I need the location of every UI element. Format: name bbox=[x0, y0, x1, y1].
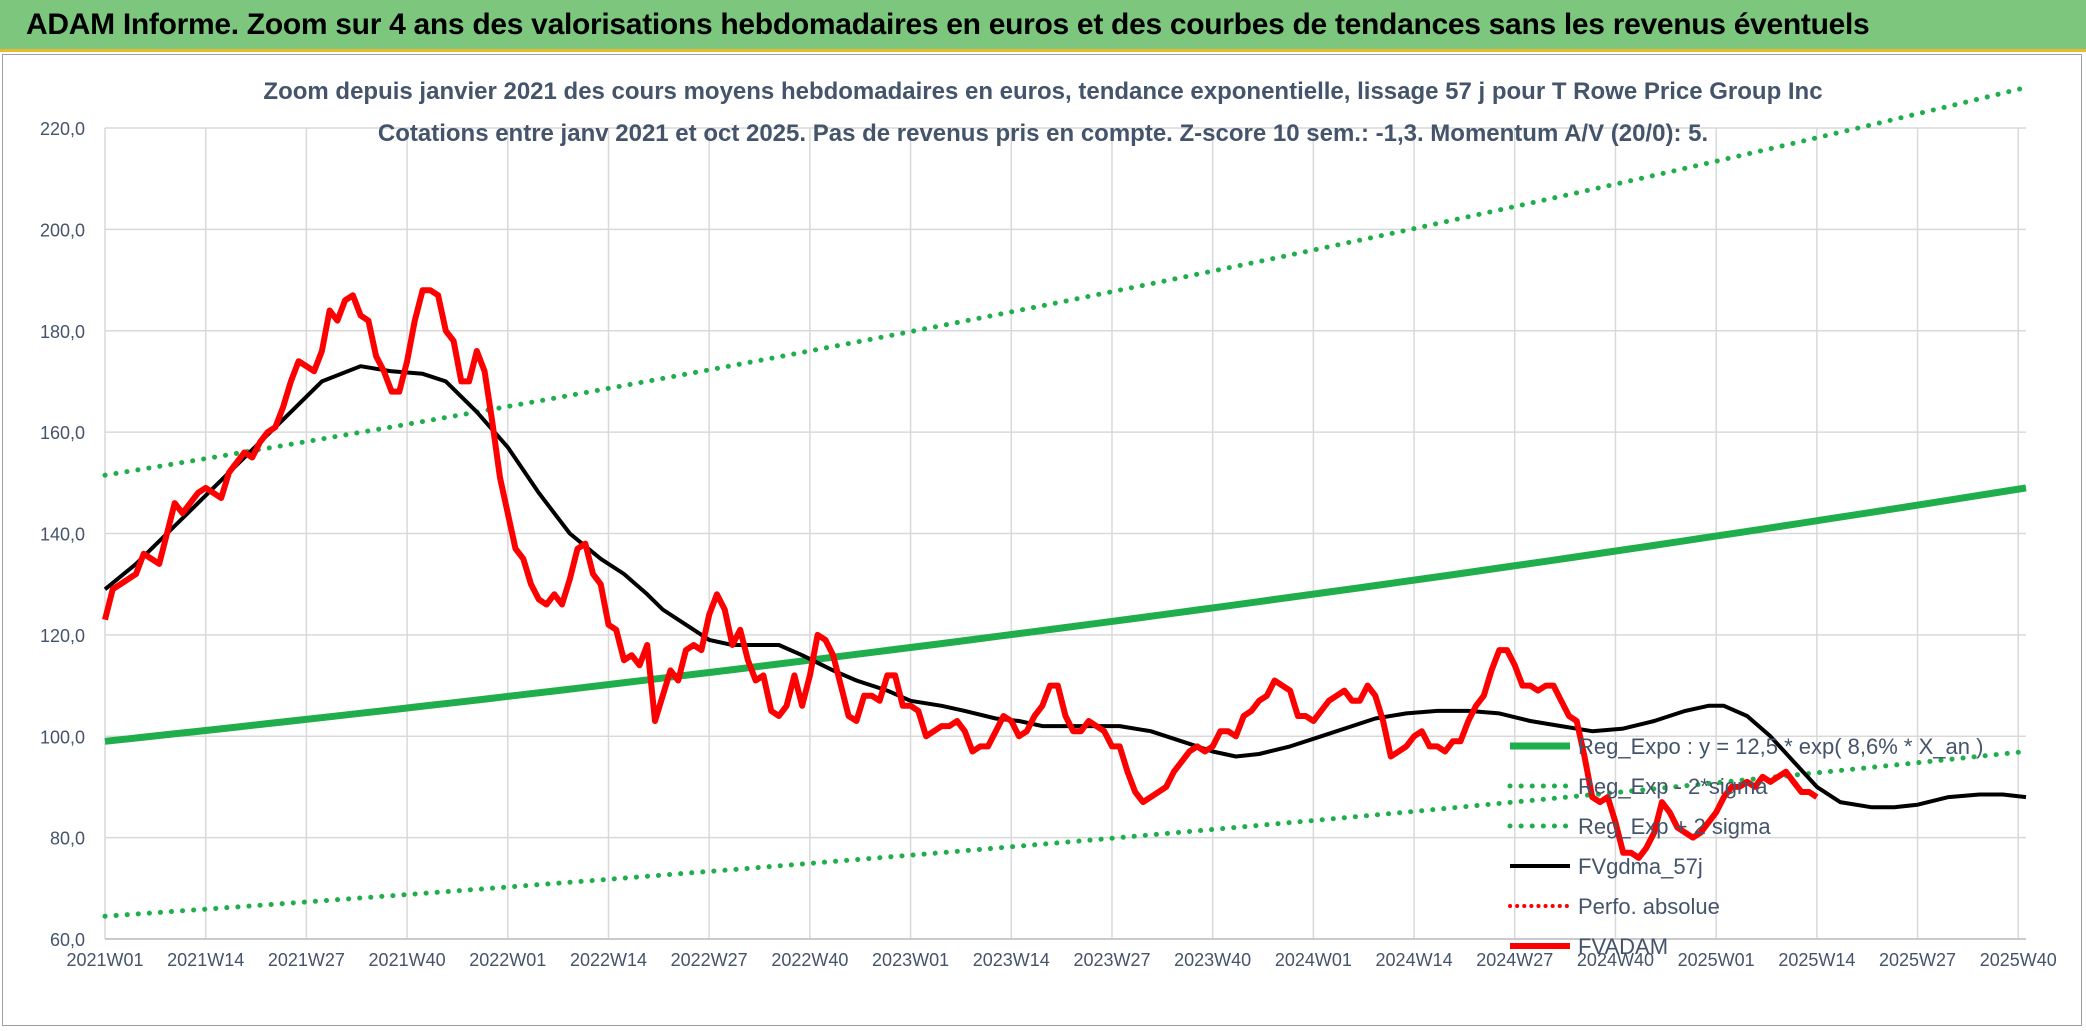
series bbox=[102, 84, 2029, 919]
y-tick-label: 100,0 bbox=[40, 727, 85, 747]
series-line-reg-expo-y-12-5-exp-8-6-x-an bbox=[104, 484, 2027, 745]
x-tick-label: 2024W40 bbox=[1577, 950, 1654, 970]
chart: Zoom depuis janvier 2021 des cours moyen… bbox=[40, 78, 2057, 970]
x-tick-label: 2025W27 bbox=[1879, 950, 1956, 970]
legend-label: FVADAM bbox=[1578, 934, 1668, 959]
y-tick-label: 140,0 bbox=[40, 525, 85, 545]
y-tick-label: 60,0 bbox=[50, 930, 85, 950]
x-tick-label: 2021W40 bbox=[369, 950, 446, 970]
legend-label: FVgdma_57j bbox=[1578, 854, 1703, 879]
y-tick-label: 80,0 bbox=[50, 829, 85, 849]
x-axis: 2021W01 2021W14 2021W27 2021W40 2022W01 2022W… bbox=[66, 938, 2057, 970]
x-tick-label: 2024W14 bbox=[1376, 950, 1453, 970]
x-tick-label: 2021W01 bbox=[66, 950, 143, 970]
x-tick-label: 2021W14 bbox=[167, 950, 244, 970]
x-tick-label: 2023W40 bbox=[1174, 950, 1251, 970]
x-tick-label: 2023W14 bbox=[973, 950, 1050, 970]
y-tick-label: 220,0 bbox=[40, 119, 85, 139]
x-tick-label: 2022W40 bbox=[771, 950, 848, 970]
series-line-fvadam bbox=[102, 287, 1819, 861]
series-line-reg-exp-2-sigma bbox=[102, 84, 2029, 478]
header-bar: ADAM Informe. Zoom sur 4 ans des valoris… bbox=[0, 0, 2086, 52]
header-title: ADAM Informe. Zoom sur 4 ans des valoris… bbox=[26, 8, 1870, 41]
x-tick-label: 2025W01 bbox=[1678, 950, 1755, 970]
x-tick-label: 2022W27 bbox=[671, 950, 748, 970]
y-tick-label: 180,0 bbox=[40, 322, 85, 342]
x-tick-label: 2024W01 bbox=[1275, 950, 1352, 970]
legend-label: Reg_Exp - 2*sigma bbox=[1578, 774, 1768, 799]
legend-label: Reg_Expo : y = 12,5 * exp( 8,6% * X_an ) bbox=[1578, 734, 1983, 759]
x-tick-label: 2022W14 bbox=[570, 950, 647, 970]
series-line-fvgdma-57j bbox=[103, 364, 2027, 810]
legend: Reg_Expo : y = 12,5 * exp( 8,6% * X_an )… bbox=[1507, 734, 1983, 959]
legend-label: Perfo. absolue bbox=[1578, 894, 1720, 919]
x-tick-label: 2025W14 bbox=[1778, 950, 1855, 970]
chart-title: Zoom depuis janvier 2021 des cours moyen… bbox=[263, 78, 1822, 105]
x-tick-label: 2021W27 bbox=[268, 950, 345, 970]
x-tick-label: 2023W27 bbox=[1073, 950, 1150, 970]
y-tick-label: 200,0 bbox=[40, 220, 85, 240]
series-line-reg-exp-2-sigma bbox=[102, 749, 2029, 919]
x-tick-label: 2024W27 bbox=[1476, 950, 1553, 970]
chart-subtitle: Cotations entre janv 2021 et oct 2025. P… bbox=[378, 120, 1708, 147]
y-axis: 60,0 80,0 100,0 120,0 140,0 160,0 180,0 200,0 22… bbox=[40, 119, 85, 950]
legend-label: Reg_Exp + 2 sigma bbox=[1578, 814, 1771, 839]
x-tick-label: 2025W40 bbox=[1980, 950, 2057, 970]
y-tick-label: 160,0 bbox=[40, 423, 85, 443]
x-tick-label: 2022W01 bbox=[469, 950, 546, 970]
y-tick-label: 120,0 bbox=[40, 626, 85, 646]
x-tick-label: 2023W01 bbox=[872, 950, 949, 970]
grid bbox=[104, 127, 2026, 940]
